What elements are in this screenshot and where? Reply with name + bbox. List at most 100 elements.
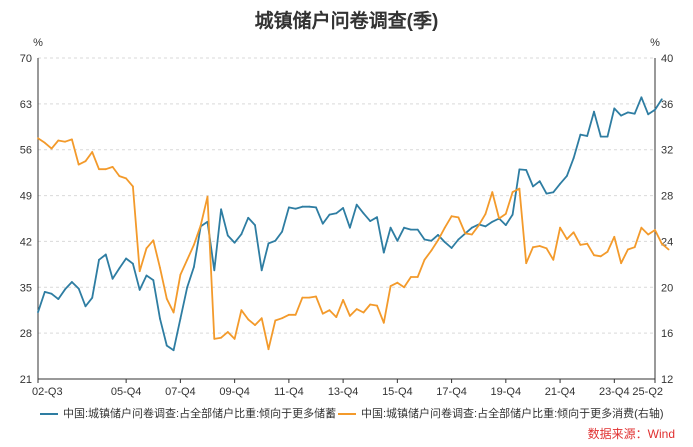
point-savings: [593, 110, 595, 113]
series-line-consumption: [37, 137, 670, 351]
point-savings: [104, 253, 107, 256]
point-consumption: [389, 285, 392, 287]
point-consumption: [477, 224, 480, 227]
point-savings: [77, 287, 80, 290]
point-savings: [437, 234, 439, 236]
point-savings: [586, 135, 589, 137]
y-right-tick-label: 16: [661, 328, 673, 340]
point-consumption: [450, 215, 453, 218]
point-savings: [159, 317, 161, 320]
point-consumption: [281, 317, 283, 320]
legend-swatch-savings: [40, 413, 58, 416]
point-savings: [328, 213, 331, 216]
point-consumption: [254, 324, 256, 326]
point-consumption: [423, 258, 426, 261]
point-savings: [321, 222, 324, 225]
point-consumption: [111, 166, 114, 168]
point-savings: [423, 238, 426, 241]
point-savings: [165, 344, 168, 347]
point-consumption: [43, 141, 46, 144]
point-savings: [504, 224, 507, 227]
point-consumption: [572, 231, 575, 234]
y-right-tick-label: 36: [661, 99, 673, 111]
point-savings: [511, 213, 514, 216]
point-savings: [552, 191, 555, 194]
point-consumption: [247, 318, 250, 321]
y-left-tick-label: 63: [20, 99, 32, 111]
point-consumption: [647, 233, 650, 236]
point-consumption: [233, 338, 236, 340]
point-savings: [532, 185, 534, 188]
point-savings: [172, 349, 175, 352]
point-consumption: [179, 273, 182, 276]
point-consumption: [328, 309, 331, 312]
point-consumption: [50, 147, 53, 150]
point-savings: [457, 238, 460, 241]
legend-label-savings: 中国:城镇储户问卷调查:占全部储户比重:倾向于更多储蓄: [63, 408, 337, 420]
point-consumption: [165, 297, 168, 300]
x-tick-label: 11-Q4: [274, 386, 304, 398]
point-consumption: [315, 295, 317, 298]
point-consumption: [457, 216, 460, 219]
point-consumption: [667, 248, 670, 251]
y-left-tick-label: 35: [20, 282, 32, 294]
point-consumption: [199, 224, 202, 227]
point-consumption: [491, 191, 494, 194]
point-savings: [226, 234, 229, 237]
point-savings: [613, 107, 616, 110]
point-consumption: [627, 248, 629, 251]
point-savings: [647, 113, 650, 116]
point-savings: [220, 208, 223, 211]
point-savings: [355, 203, 358, 206]
point-consumption: [37, 137, 39, 140]
point-consumption: [118, 175, 121, 178]
point-savings: [559, 182, 561, 185]
point-consumption: [538, 245, 541, 247]
point-consumption: [132, 185, 134, 188]
point-consumption: [525, 262, 528, 265]
legend-label-consumption: 中国:城镇储户问卷调查:占全部储户比重:倾向于更多消费(右轴): [361, 408, 664, 420]
point-consumption: [125, 177, 127, 180]
point-savings: [288, 206, 290, 209]
point-consumption: [640, 226, 643, 229]
point-consumption: [579, 244, 582, 246]
point-savings: [57, 298, 60, 300]
point-savings: [389, 226, 392, 229]
point-savings: [382, 251, 385, 254]
point-consumption: [511, 191, 514, 194]
point-consumption: [226, 331, 229, 333]
point-savings: [233, 241, 236, 244]
point-savings: [342, 207, 344, 209]
point-savings: [260, 269, 263, 272]
point-savings: [599, 135, 602, 138]
point-consumption: [213, 338, 216, 340]
point-savings: [545, 192, 548, 195]
point-consumption: [464, 232, 467, 235]
point-consumption: [77, 163, 80, 166]
source-note: 数据来源：Wind: [587, 427, 675, 441]
point-consumption: [321, 312, 324, 315]
point-consumption: [430, 249, 433, 252]
x-tick-label: 25-Q2: [632, 386, 663, 398]
point-savings: [84, 305, 87, 308]
point-savings: [213, 269, 216, 272]
x-tick-label: 02-Q3: [32, 386, 63, 398]
y-left-tick-label: 56: [20, 145, 32, 157]
point-consumption: [274, 319, 277, 322]
point-consumption: [294, 313, 297, 316]
point-savings: [64, 288, 66, 291]
point-consumption: [355, 308, 358, 310]
point-savings: [98, 258, 100, 261]
point-consumption: [220, 336, 223, 339]
point-consumption: [64, 140, 66, 143]
point-consumption: [186, 258, 189, 261]
point-consumption: [396, 281, 399, 284]
x-tick-label: 09-Q4: [219, 386, 250, 398]
point-savings: [620, 114, 622, 117]
point-consumption: [552, 258, 555, 261]
point-consumption: [288, 313, 290, 316]
point-savings: [186, 286, 189, 289]
point-consumption: [410, 276, 412, 278]
point-savings: [254, 224, 256, 227]
point-savings: [37, 311, 39, 314]
